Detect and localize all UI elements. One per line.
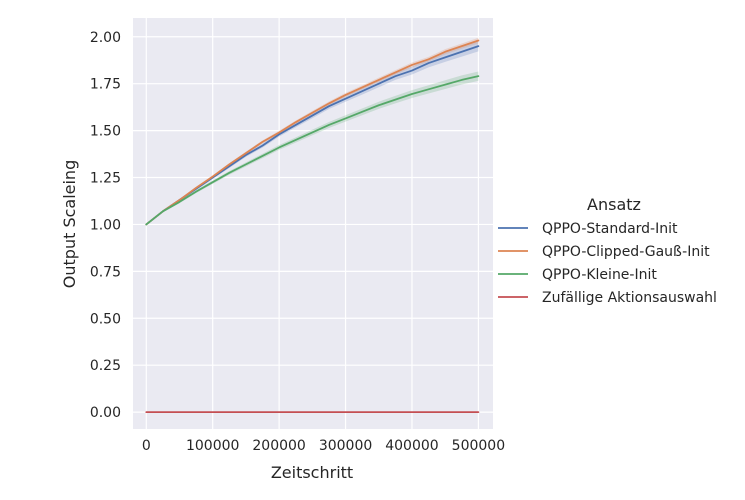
series-lines [145, 39, 480, 414]
x-tick-label: 500000 [452, 438, 505, 454]
series-line [145, 75, 480, 226]
grid [133, 18, 493, 429]
legend: Ansatz QPPO-Standard-Init QPPO-Clipped-Ga… [498, 195, 717, 306]
x-axis-title: Zeitschritt [271, 463, 353, 482]
series-band [146, 40, 479, 226]
y-tick-label: 0.75 [90, 264, 121, 280]
series-line [145, 39, 480, 226]
y-tick-label: 2.00 [90, 30, 121, 46]
series-band [146, 71, 479, 226]
x-axis-ticks: 0 100000 200000 300000 400000 500000 [142, 438, 505, 454]
plot-background [133, 18, 493, 429]
legend-label: QPPO-Kleine-Init [542, 267, 657, 283]
y-axis-title: Output Scaleing [60, 160, 79, 288]
legend-title: Ansatz [587, 195, 641, 214]
y-tick-label: 0.25 [90, 358, 121, 374]
y-tick-label: 1.75 [90, 77, 121, 93]
confidence-bands [146, 37, 479, 226]
x-tick-label: 100000 [186, 438, 239, 454]
x-tick-label: 0 [142, 438, 151, 454]
y-tick-label: 1.25 [90, 171, 121, 187]
y-tick-label: 1.50 [90, 124, 121, 140]
legend-label: QPPO-Clipped-Gauß-Init [542, 244, 710, 260]
x-tick-label: 200000 [252, 438, 305, 454]
x-tick-label: 300000 [319, 438, 372, 454]
y-axis-ticks: 0.00 0.25 0.50 0.75 1.00 1.25 1.50 1.75 2.00 [90, 30, 121, 421]
y-tick-label: 0.00 [90, 405, 121, 421]
legend-label: QPPO-Standard-Init [542, 221, 678, 237]
y-tick-label: 0.50 [90, 311, 121, 327]
y-tick-label: 1.00 [90, 217, 121, 233]
legend-label: Zufällige Aktionsauswahl [542, 290, 717, 306]
x-tick-label: 400000 [385, 438, 438, 454]
